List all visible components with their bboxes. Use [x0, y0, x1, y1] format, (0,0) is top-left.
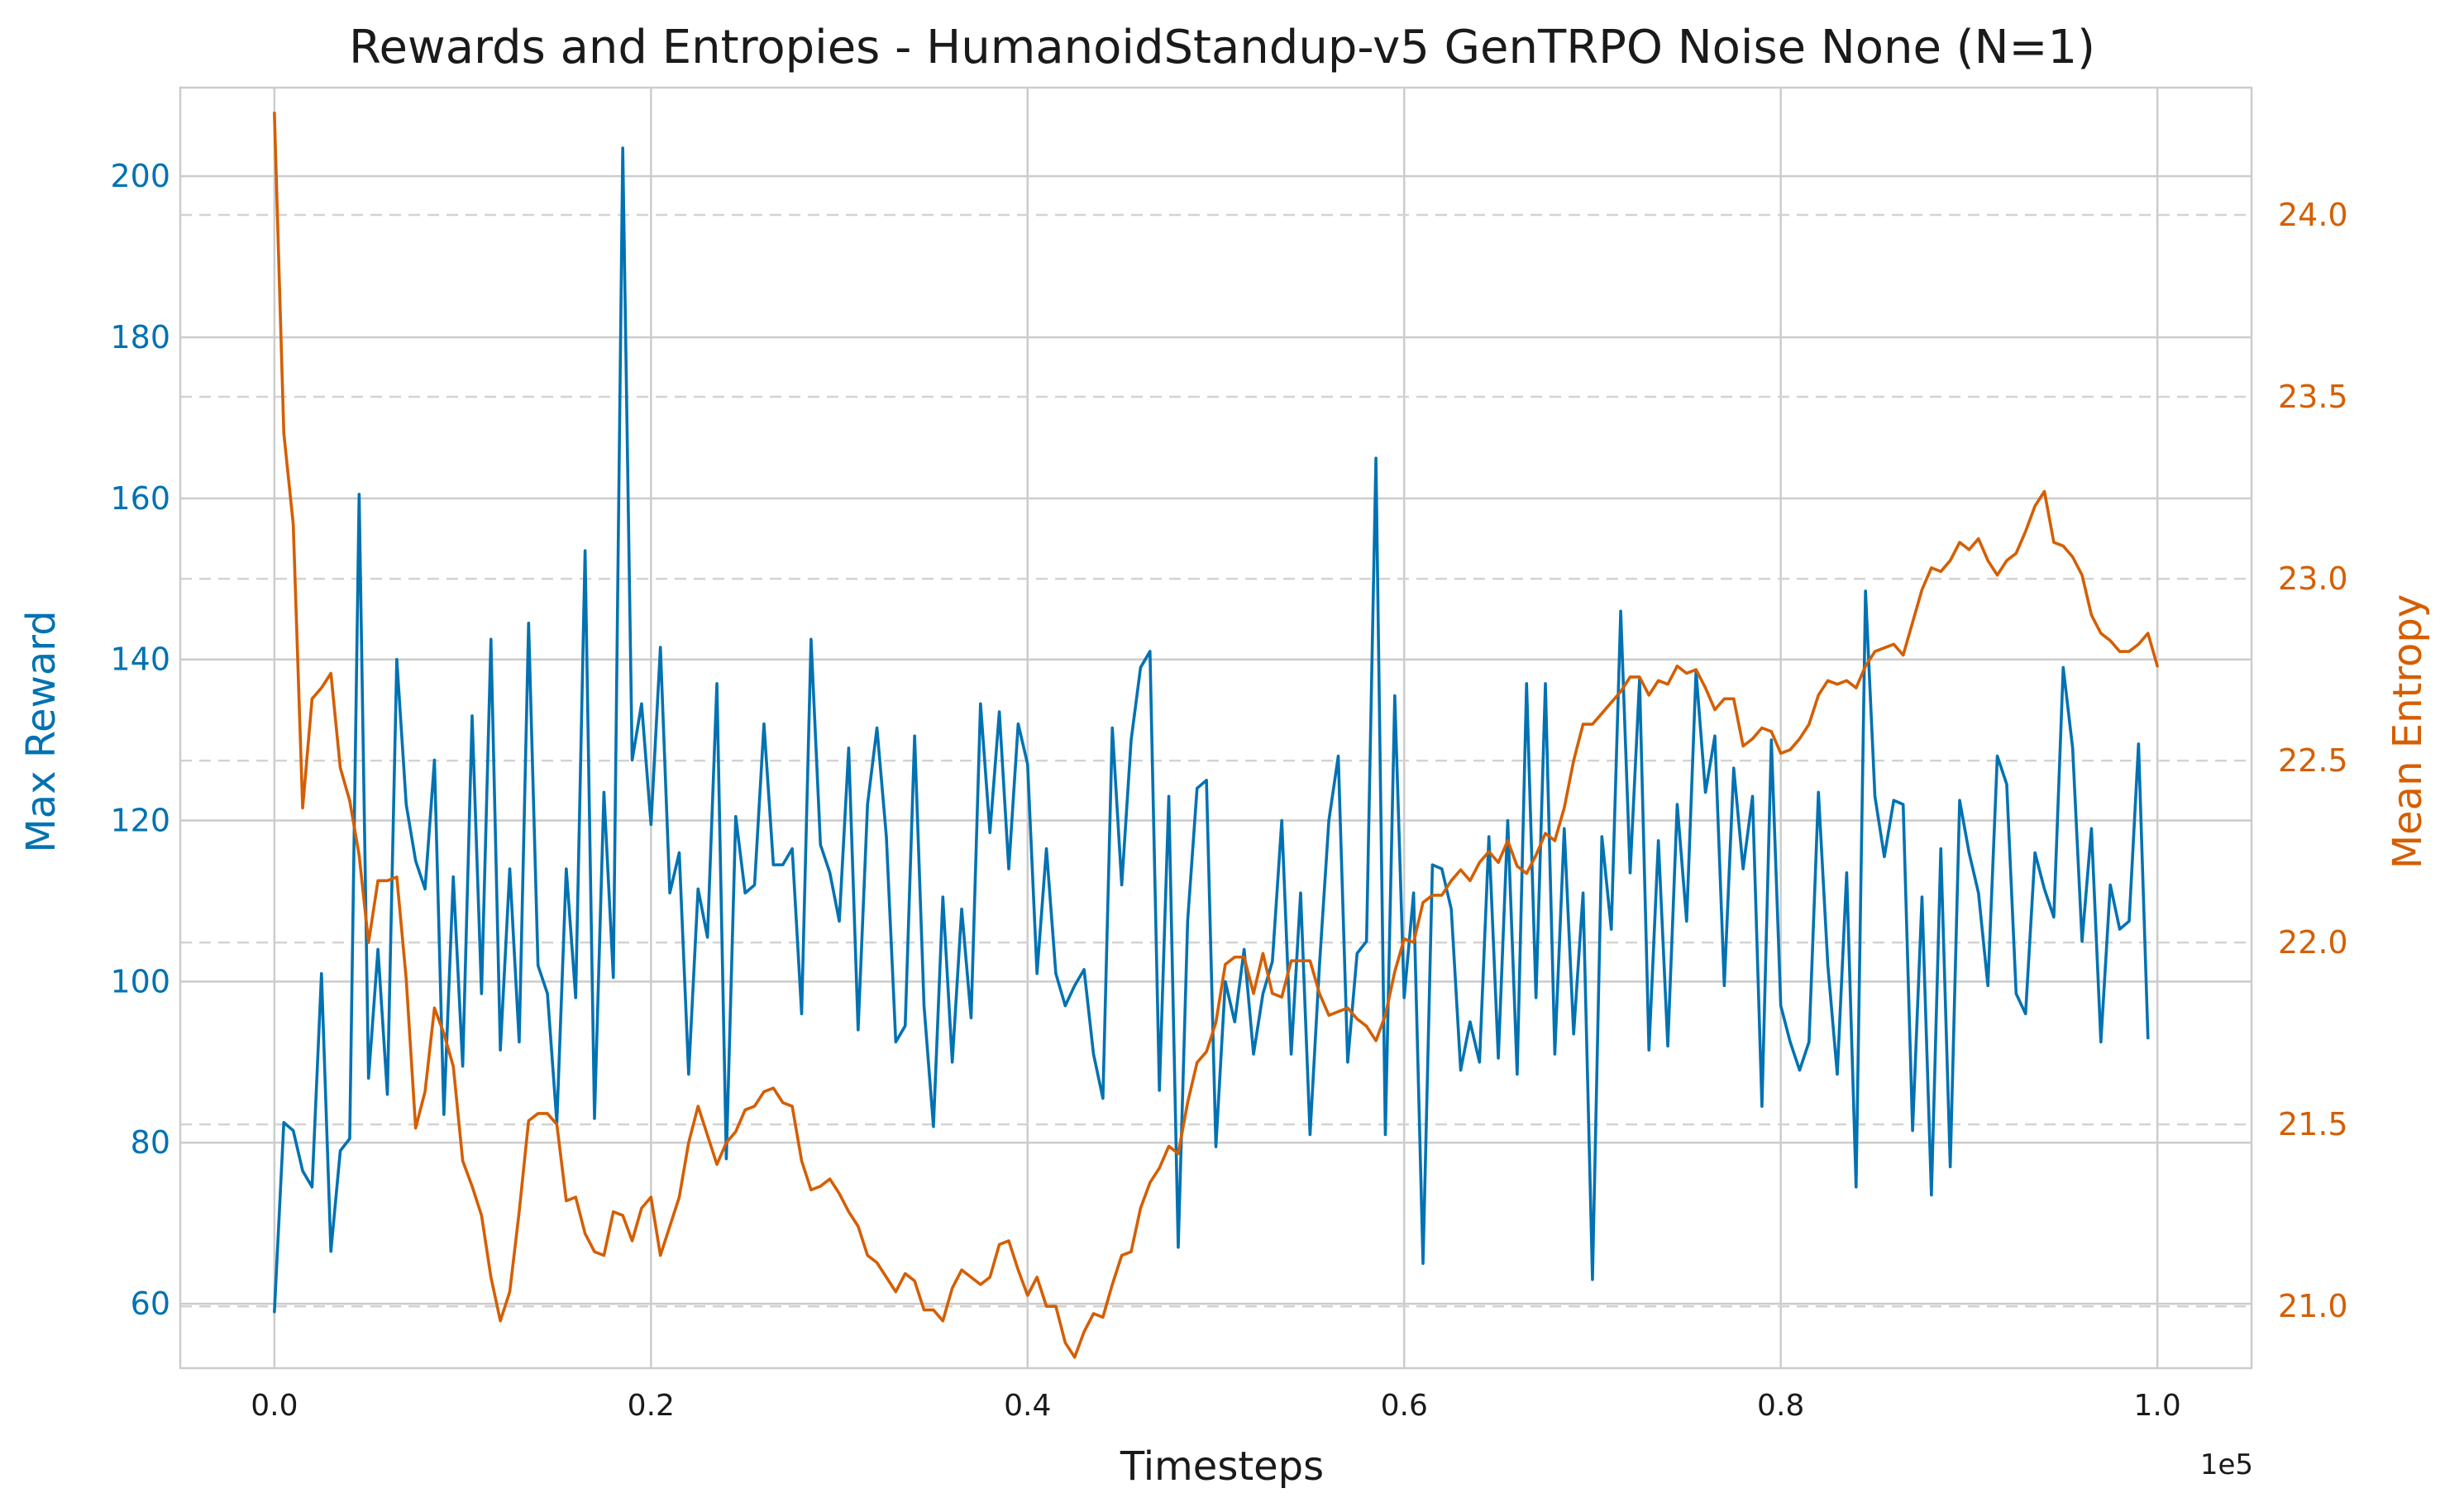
y-left-tick-label: 160: [110, 480, 170, 517]
y-left-tick-label: 200: [110, 158, 170, 194]
y-right-tick-label: 21.0: [2278, 1288, 2348, 1324]
y-left-tick-label: 140: [110, 642, 170, 678]
x-tick-label: 0.2: [628, 1389, 675, 1423]
series-layer: [273, 112, 2159, 1359]
x-tick-label: 0.6: [1381, 1389, 1428, 1423]
y-left-tick-label: 120: [110, 803, 170, 839]
y-right-axis-label: Mean Entropy: [2385, 594, 2431, 870]
x-axis-label: Timesteps: [1120, 1443, 1324, 1490]
y-right-tick-label: 22.0: [2278, 924, 2348, 961]
plot-border: [179, 86, 2253, 1370]
y-left-tick-label: 100: [110, 963, 170, 999]
y-left-tick-label: 80: [131, 1124, 170, 1161]
y-right-tick-label: 23.0: [2278, 560, 2348, 597]
x-tick-label: 0.8: [1757, 1389, 1804, 1423]
y-right-tick-label: 24.0: [2278, 197, 2348, 233]
plot-frame: [179, 86, 2253, 1370]
y-left-axis-label: Max Reward: [18, 610, 64, 852]
reward-series-line: [273, 146, 2150, 1314]
x-offset-label: 1e5: [2200, 1448, 2253, 1481]
x-tick-label: 0.4: [1004, 1389, 1051, 1423]
x-tick-label: 1.0: [2134, 1389, 2181, 1423]
x-tick-label: 0.0: [251, 1389, 298, 1423]
tick-labels: 0.0 0.2 0.4 0.6 0.8 1.0 60 80 100 120 140 160 180 200…: [110, 158, 2347, 1423]
y-right-tick-label: 22.5: [2278, 742, 2348, 779]
y-left-tick-label: 60: [131, 1285, 170, 1322]
entropy-series-line: [273, 112, 2159, 1359]
y-right-tick-label: 23.5: [2278, 379, 2348, 415]
y-right-tick-label: 21.5: [2278, 1106, 2348, 1142]
y-left-tick-label: 180: [110, 319, 170, 355]
grid-layer: [180, 88, 2252, 1368]
chart-title: Rewards and Entropies - HumanoidStandup-…: [349, 21, 2095, 74]
